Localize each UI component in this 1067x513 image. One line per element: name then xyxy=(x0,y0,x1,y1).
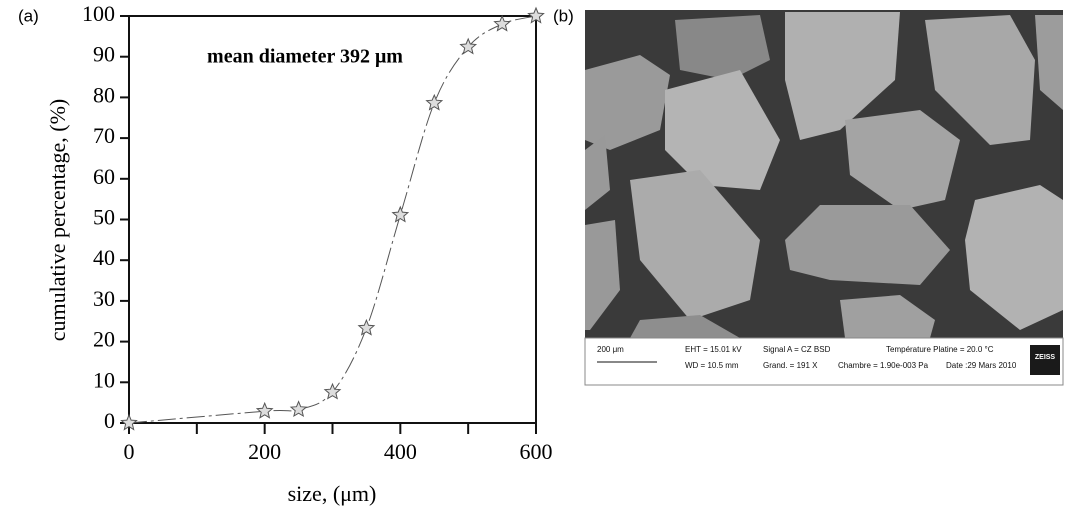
particle xyxy=(665,70,780,190)
y-tick-label: 50 xyxy=(93,205,115,230)
y-tick-label: 80 xyxy=(93,82,115,107)
info-text: WD = 10.5 mm xyxy=(685,361,739,370)
particle xyxy=(925,15,1035,145)
sem-info-bar xyxy=(584,337,1064,386)
particle xyxy=(840,295,935,338)
particle xyxy=(845,110,960,210)
point xyxy=(357,318,376,336)
point xyxy=(527,6,545,24)
info-text: Chambre = 1.90e-003 Pa xyxy=(838,361,929,370)
curve xyxy=(128,15,537,424)
point xyxy=(120,413,138,431)
logo xyxy=(1030,345,1060,375)
point xyxy=(425,93,444,111)
y-tick-label: 40 xyxy=(93,245,115,270)
particle xyxy=(785,12,900,140)
y-tick-label: 0 xyxy=(104,408,115,433)
panel-label: (b) xyxy=(553,6,574,25)
scale-label: 200 μm xyxy=(597,345,624,354)
x-tick-label: 0 xyxy=(124,439,135,464)
x-tick-label: 400 xyxy=(384,439,417,464)
particle xyxy=(630,315,740,338)
info-text: Date :29 Mars 2010 xyxy=(946,361,1017,370)
particle xyxy=(585,220,620,330)
plot-frame xyxy=(128,15,537,424)
point xyxy=(255,401,274,419)
point xyxy=(459,37,478,55)
sem-image: 200 μm EHT = 15.01 kV WD = 10.5 mm Signa… xyxy=(584,10,1064,386)
particle xyxy=(585,135,610,210)
y-tick-label: 100 xyxy=(82,1,115,26)
particle xyxy=(630,170,760,320)
y-tick-label: 30 xyxy=(93,286,115,311)
panel-label: (a) xyxy=(18,6,39,25)
x-tick-label: 600 xyxy=(520,439,553,464)
info-text: EHT = 15.01 kV xyxy=(685,345,742,354)
point xyxy=(493,14,511,32)
x-axis-label: size, (μm) xyxy=(288,481,377,506)
annotation: mean diameter 392 μm xyxy=(207,46,403,68)
y-tick-label: 90 xyxy=(93,42,115,67)
particle xyxy=(1035,15,1063,110)
info-text: Grand. = 191 X xyxy=(763,361,818,370)
y-tick-label: 60 xyxy=(93,164,115,189)
info-text: Signal A = CZ BSD xyxy=(763,345,831,354)
logo-text: ZEISS xyxy=(1035,354,1056,361)
y-tick-label: 20 xyxy=(93,327,115,352)
particle xyxy=(965,185,1063,330)
x-tick-label: 200 xyxy=(248,439,281,464)
info-text: Température Platine = 20.0 °C xyxy=(886,345,994,354)
point xyxy=(391,205,410,223)
y-tick-label: 70 xyxy=(93,123,115,148)
particle xyxy=(675,15,770,80)
point xyxy=(289,400,308,418)
y-tick-label: 10 xyxy=(93,367,115,392)
particle xyxy=(585,55,670,150)
y-axis-label: cumulative percentage, (%) xyxy=(45,99,70,341)
point xyxy=(323,382,342,400)
particle xyxy=(785,205,950,285)
